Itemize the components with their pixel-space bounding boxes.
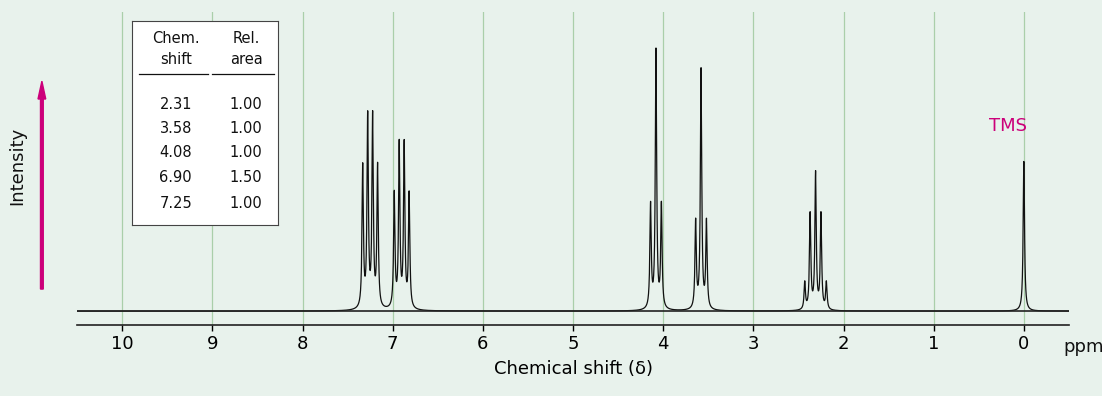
Text: ppm: ppm <box>1063 337 1102 356</box>
Text: Intensity: Intensity <box>9 127 26 206</box>
X-axis label: Chemical shift (δ): Chemical shift (δ) <box>494 360 652 378</box>
Text: TMS: TMS <box>988 117 1027 135</box>
